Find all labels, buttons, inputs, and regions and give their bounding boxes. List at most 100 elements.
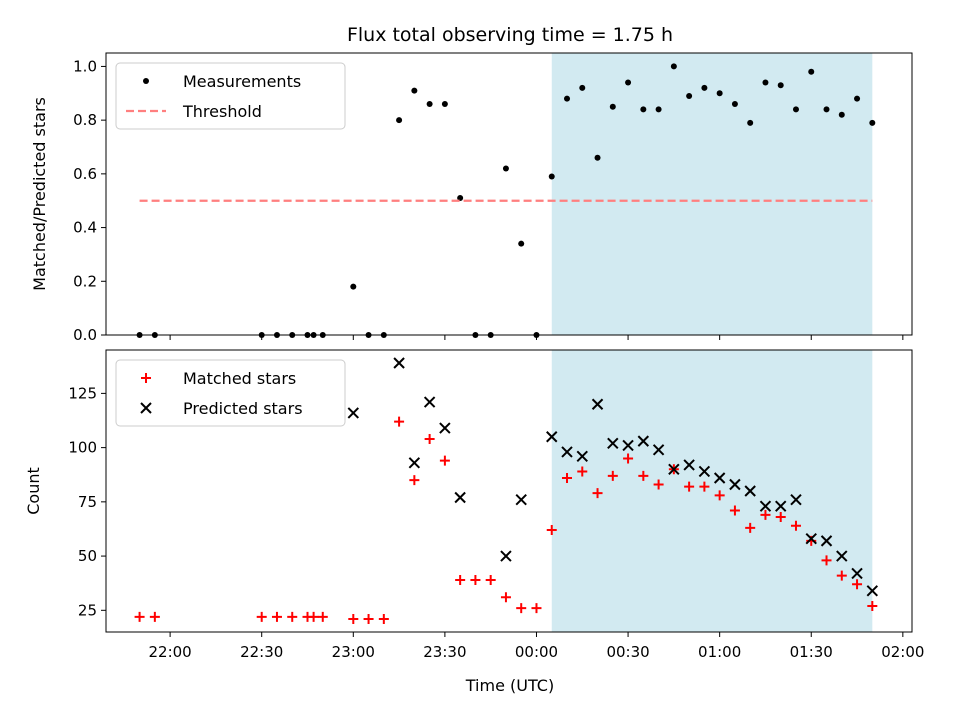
legend-label: Threshold — [182, 102, 262, 121]
data-point — [684, 481, 695, 492]
legend-marker — [141, 373, 151, 383]
data-point — [851, 567, 863, 580]
data-point — [548, 173, 555, 180]
data-point — [455, 574, 466, 585]
data-point — [289, 332, 296, 338]
legend-label: Matched stars — [183, 369, 296, 388]
data-point — [683, 459, 695, 471]
data-point — [759, 500, 772, 512]
data-point — [258, 332, 265, 338]
data-point — [838, 111, 845, 118]
data-point — [713, 472, 726, 484]
y-tick-label: 50 — [78, 547, 97, 565]
data-point — [441, 101, 448, 108]
data-point — [579, 84, 586, 91]
data-point — [775, 512, 786, 523]
data-point — [591, 398, 604, 410]
data-point — [380, 332, 387, 338]
chart-title: Flux total observing time = 1.75 h — [347, 24, 673, 46]
data-point — [546, 431, 558, 443]
data-point — [423, 396, 436, 408]
data-point — [256, 611, 267, 622]
data-point — [790, 520, 801, 531]
y-tick-label: 0.0 — [73, 326, 97, 344]
x-axis-label: Time (UTC) — [465, 676, 554, 695]
data-point — [426, 101, 433, 108]
data-point — [439, 455, 450, 466]
x-tick-label: 00:00 — [515, 643, 558, 661]
data-point — [852, 579, 863, 590]
data-point — [698, 465, 711, 478]
data-point — [836, 570, 847, 581]
data-point — [287, 611, 298, 622]
data-point — [821, 555, 832, 566]
data-point — [607, 437, 619, 449]
data-point — [777, 82, 784, 89]
data-point — [867, 600, 878, 611]
data-point — [836, 550, 848, 562]
shaded-region — [551, 350, 873, 632]
data-point — [396, 117, 403, 124]
y-tick-label: 0.2 — [73, 272, 97, 290]
data-point — [348, 613, 359, 624]
data-point — [365, 332, 372, 338]
data-point — [729, 478, 741, 491]
data-point — [564, 95, 571, 102]
x-tick-label: 00:30 — [606, 643, 649, 661]
data-point — [470, 574, 481, 585]
x-tick-label: 23:00 — [332, 643, 375, 661]
data-point — [592, 488, 603, 499]
data-point — [640, 106, 647, 113]
data-point — [699, 481, 710, 492]
legend: Measurements Threshold — [115, 62, 346, 130]
data-point — [638, 470, 649, 481]
data-point — [775, 500, 787, 512]
data-point — [531, 603, 542, 614]
data-point — [151, 332, 158, 338]
y-axis-label: Matched/Predicted stars — [30, 97, 49, 291]
data-point — [652, 444, 665, 456]
legend-marker — [140, 402, 152, 414]
data-point — [500, 592, 511, 603]
data-point — [577, 466, 588, 477]
data-point — [271, 611, 282, 622]
data-point — [701, 84, 708, 91]
axes-frame — [105, 349, 913, 633]
data-point — [866, 585, 879, 597]
x-tick-label: 22:00 — [148, 643, 191, 661]
y-tick-label: 1.0 — [73, 57, 97, 75]
data-point — [502, 165, 509, 172]
count-panel: 22:00 22:30 23:00 23:30 00:00 00:30 01:00 01:30… — [24, 349, 924, 661]
data-point — [500, 550, 512, 562]
data-point — [805, 533, 817, 545]
data-point — [686, 92, 693, 99]
data-point — [653, 479, 664, 490]
data-point — [533, 332, 540, 338]
data-point — [454, 491, 466, 504]
data-point — [731, 101, 738, 108]
data-point — [394, 416, 405, 427]
data-point — [424, 433, 435, 444]
data-point — [594, 154, 601, 161]
data-point — [655, 106, 662, 113]
data-point — [869, 119, 876, 126]
series-predicted-stars — [347, 357, 879, 597]
y-tick-label: 0.6 — [73, 165, 97, 183]
legend-marker — [143, 78, 149, 84]
data-point — [136, 332, 143, 338]
data-point — [561, 446, 573, 458]
data-point — [854, 95, 861, 102]
data-point — [562, 472, 573, 483]
y-tick-label: 0.8 — [73, 111, 97, 129]
data-point — [409, 475, 420, 486]
legend-box — [115, 359, 346, 427]
data-point — [310, 332, 317, 338]
data-point — [820, 535, 833, 547]
y-tick-label: 125 — [68, 384, 97, 402]
legend: Matched stars Predicted stars — [115, 359, 346, 427]
y-tick-label: 100 — [68, 439, 97, 457]
shaded-region — [551, 53, 873, 335]
data-point — [273, 332, 280, 338]
x-tick-label: 02:00 — [881, 643, 924, 661]
data-point — [744, 485, 756, 497]
